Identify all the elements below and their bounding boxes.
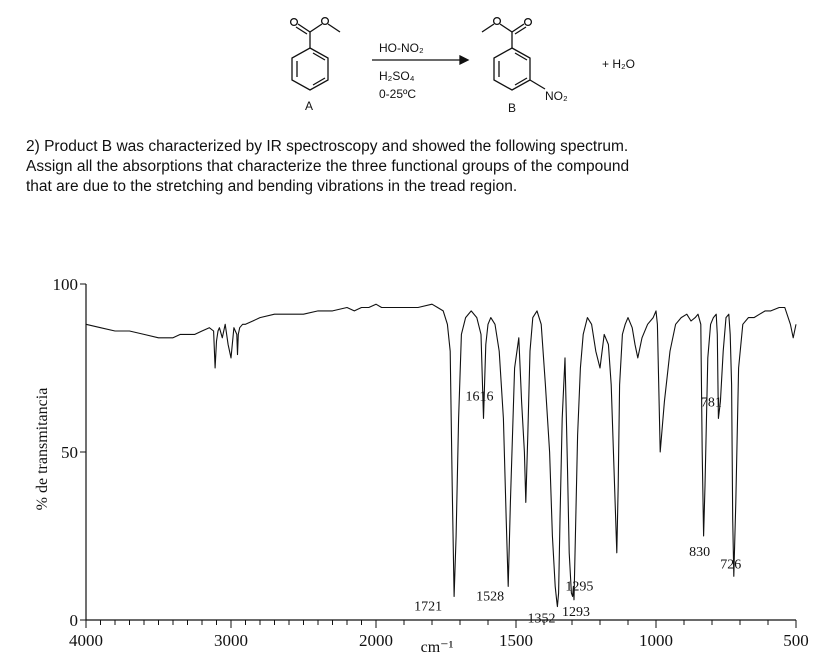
peak-label: 726 [720,557,741,572]
chart-series [85,303,797,608]
y-tick-label: 50 [61,443,78,462]
question-line-3: that are due to the stretching and bendi… [26,178,518,195]
x-tick-label: 3000 [214,631,248,650]
peak-label: 781 [701,395,722,410]
x-tick-label: 1500 [499,631,533,650]
reactant-benzene-ring [291,47,329,91]
reaction-scheme: A HO-NO₂ H₂SO₄ 0-25ºC B NO₂ + H₂O [289,16,635,115]
reagent-mid: H₂SO₄ [379,69,415,83]
peak-label: 1528 [476,589,504,604]
product-label: B [508,101,516,115]
ir-spectrum-chart: 4000 3000 2000 1500 1000 500 0 50 100 1721 1616 15… [34,275,809,656]
x-axis-label: cm⁻¹ [421,639,454,656]
x-tick-label: 500 [783,631,809,650]
product-benzene-ring [493,47,531,91]
y-tick-label: 0 [70,611,79,630]
peak-label: 1616 [466,389,494,404]
byproduct-label: + H₂O [602,57,635,71]
chart-annotations: 1721 1616 1528 1352 1295 1293 830 781 726 [414,389,741,626]
peak-label: 1293 [562,605,590,620]
y-tick-label: 100 [53,275,79,294]
peak-label: 1721 [414,599,442,614]
x-tick-label: 4000 [69,631,103,650]
peak-label: 830 [689,545,710,560]
y-axis-label: % de transmitancia [34,388,51,511]
x-tick-label: 1000 [639,631,673,650]
reagent-bottom: 0-25ºC [379,87,416,101]
ir-spectrum-line [85,303,797,608]
reactant-label: A [305,99,313,113]
reagent-top: HO-NO₂ [379,41,424,55]
nitro-group-label: NO₂ [545,89,568,103]
peak-label: 1295 [565,579,593,594]
peak-label: 1352 [527,612,555,627]
question-line-2: Assign all the absorptions that characte… [26,158,630,175]
x-tick-label: 2000 [359,631,393,650]
question-text: 2) Product B was characterized by IR spe… [26,137,826,197]
chart-ticks: 4000 3000 2000 1500 1000 500 0 50 100 [53,275,809,650]
question-line-1: 2) Product B was characterized by IR spe… [26,138,629,155]
